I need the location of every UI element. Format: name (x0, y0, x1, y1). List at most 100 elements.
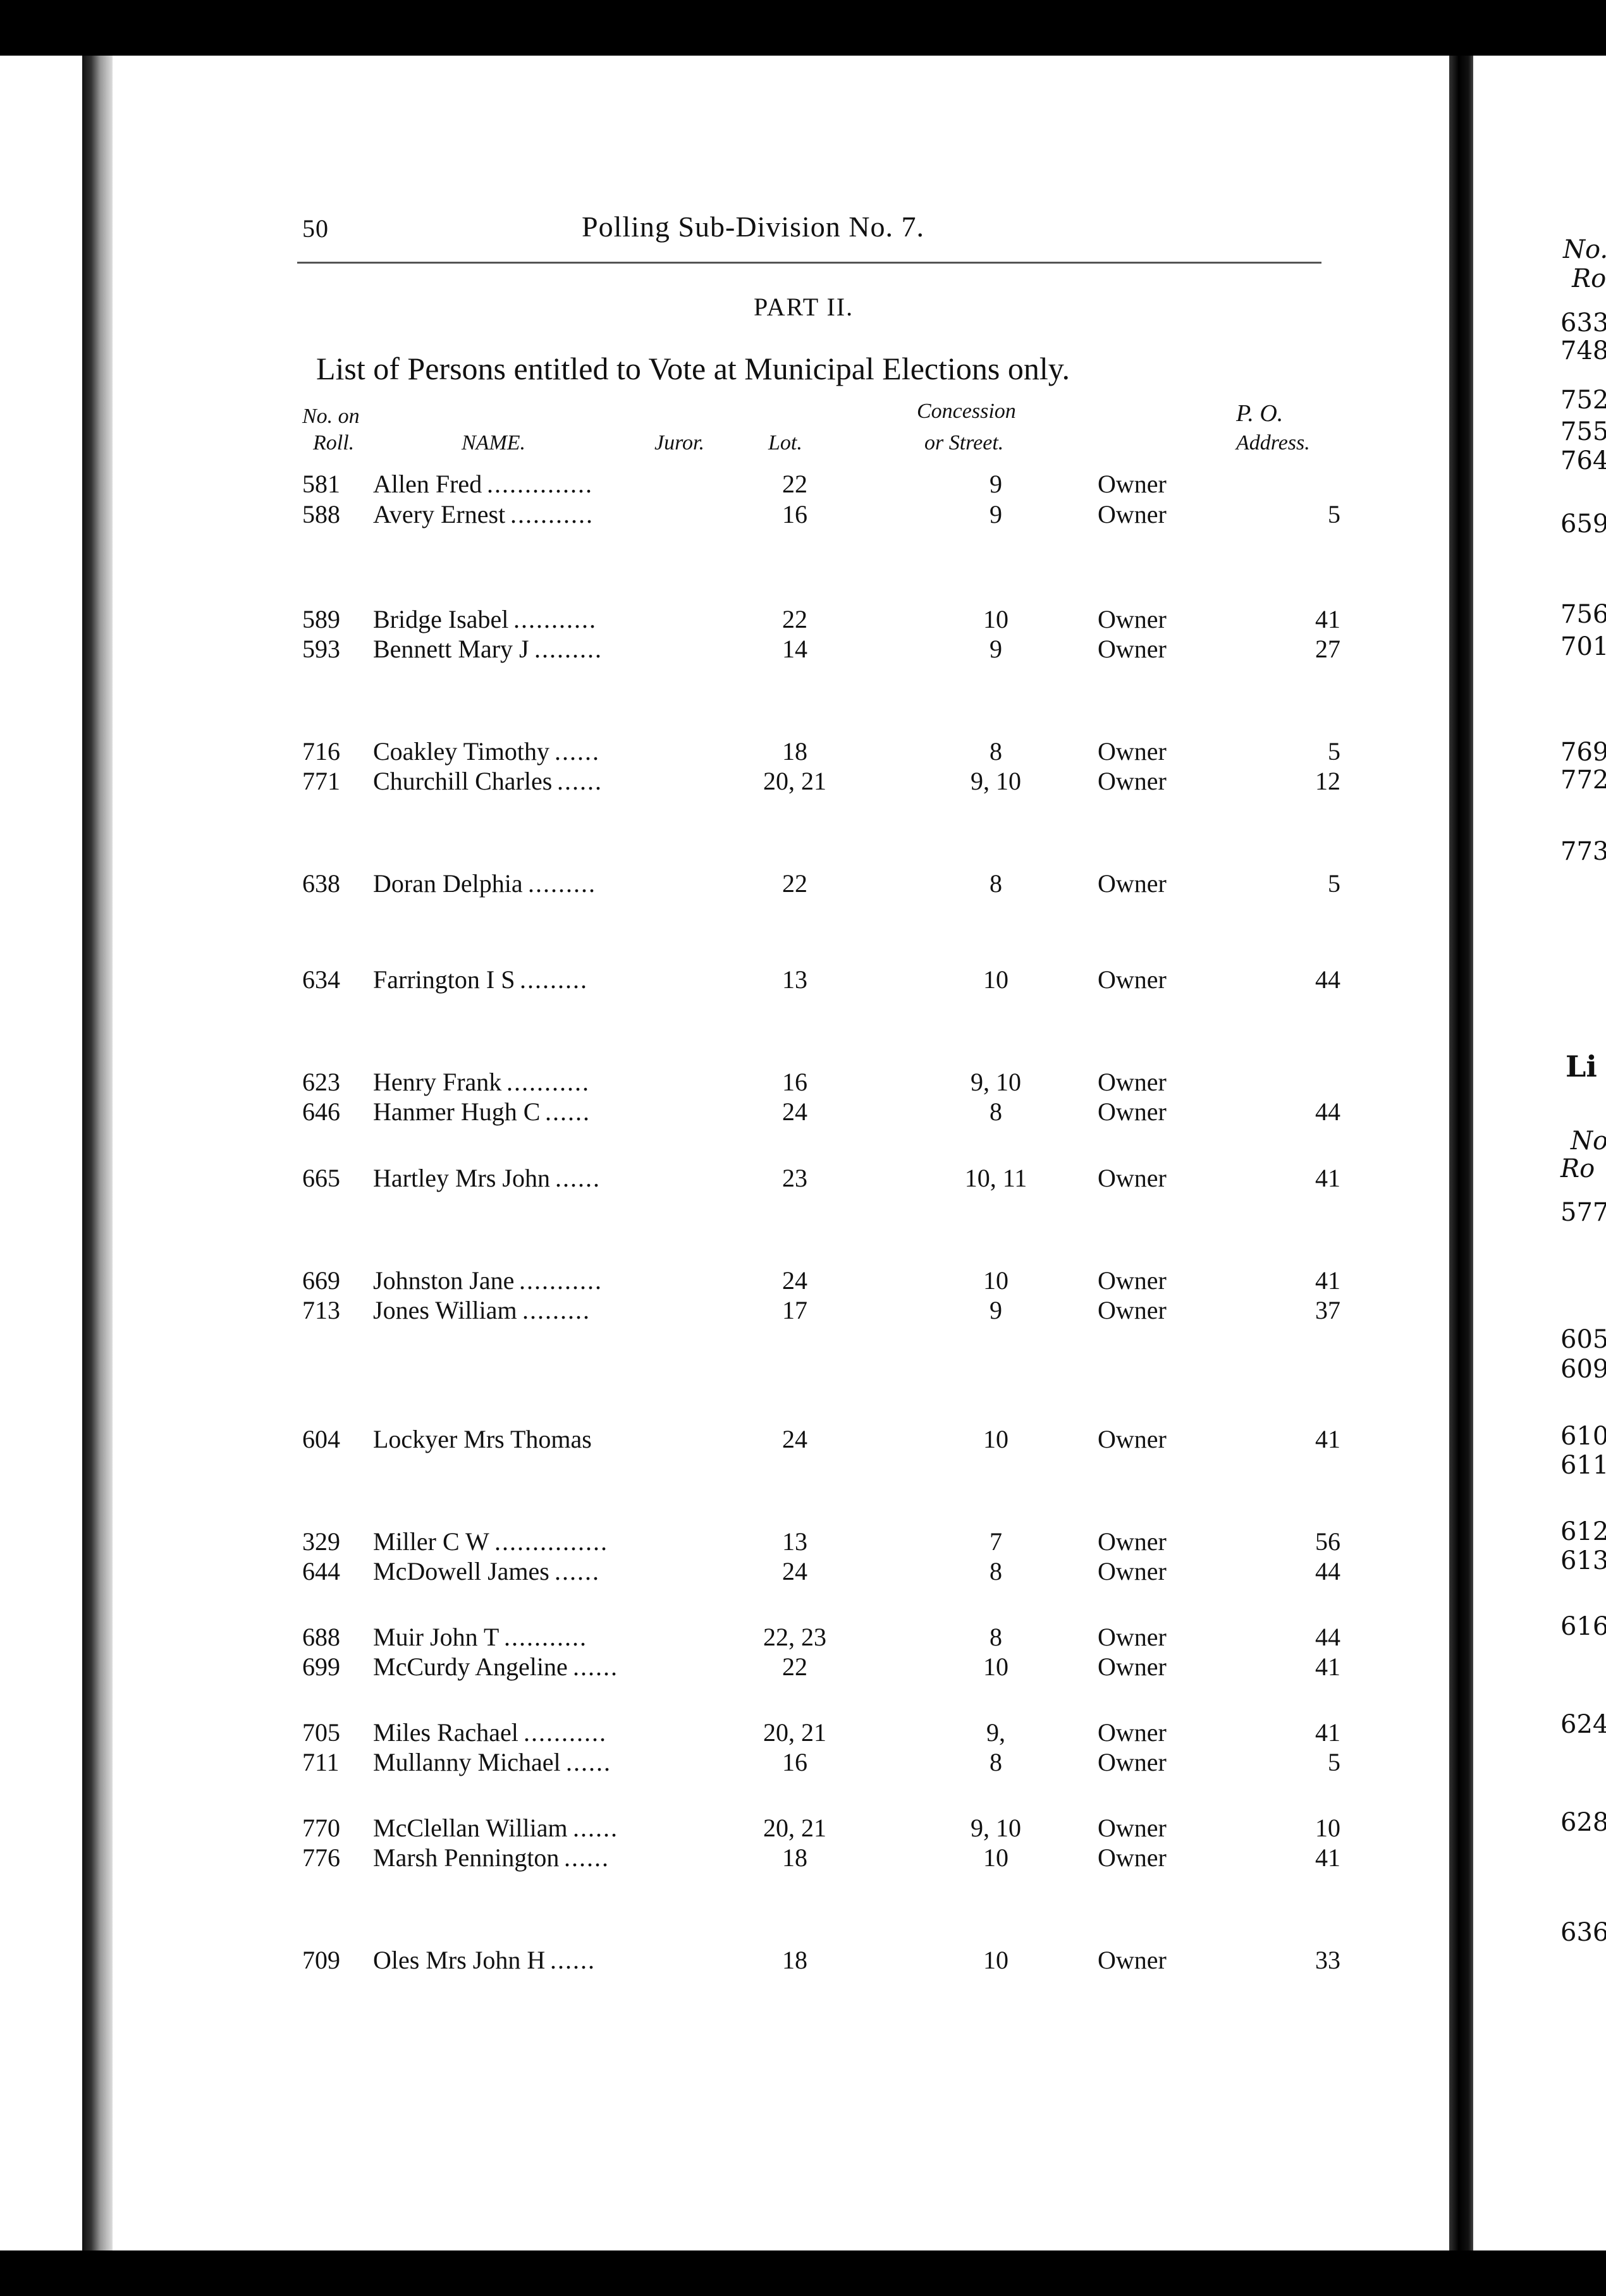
po-address: 41 (1315, 1266, 1340, 1295)
po-address: 41 (1315, 1164, 1340, 1192)
facing-page-text: 701 (1560, 632, 1606, 661)
concession: 9 (990, 500, 1002, 528)
facing-page-text: Ro (1560, 1154, 1595, 1183)
lot-number: 23 (782, 1164, 807, 1192)
roll-number: 688 (302, 1623, 340, 1651)
leader-dots: ......... (520, 965, 588, 994)
facing-page-text: 636 (1560, 1918, 1606, 1947)
roll-number: 771 (302, 767, 340, 795)
voter-name: Miller C W (373, 1527, 489, 1556)
leader-dots: ........... (504, 1623, 587, 1651)
lot-number: 24 (782, 1097, 807, 1126)
voter-name: McCurdy Angeline (373, 1652, 568, 1681)
lot-number: 18 (782, 737, 807, 766)
running-title: Polling Sub-Division No. 7. (582, 211, 925, 243)
lot-number: 14 (782, 635, 807, 663)
scan-border-top (0, 0, 1606, 56)
facing-page-text: 752 (1560, 386, 1606, 415)
qualification: Owner (1098, 869, 1167, 898)
scan-margin-left (0, 56, 82, 2250)
leader-dots: ........... (524, 1718, 607, 1747)
qualification: Owner (1098, 1068, 1167, 1096)
po-address: 56 (1315, 1527, 1340, 1556)
qualification: Owner (1098, 1266, 1167, 1295)
col-no-on: No. on (302, 405, 360, 428)
header-rule (297, 262, 1321, 264)
concession: 9, (986, 1718, 1005, 1747)
voter-name: Doran Delphia (373, 869, 523, 898)
concession: 8 (990, 737, 1002, 766)
leader-dots: ...... (555, 1557, 600, 1585)
leader-dots: ........... (510, 500, 594, 528)
lot-number: 24 (782, 1557, 807, 1585)
part-heading: PART II. (754, 293, 854, 321)
leader-dots: ........... (506, 1068, 590, 1096)
facing-page-text: Li (1566, 1049, 1597, 1084)
concession: 8 (990, 1623, 1002, 1651)
facing-page-text: 764 (1560, 446, 1606, 475)
roll-number: 709 (302, 1946, 340, 1974)
po-address: 27 (1315, 635, 1340, 663)
qualification: Owner (1098, 737, 1167, 766)
qualification: Owner (1098, 1557, 1167, 1585)
lot-number: 16 (782, 500, 807, 528)
lot-number: 20, 21 (763, 1814, 826, 1842)
concession: 7 (990, 1527, 1002, 1556)
qualification: Owner (1098, 965, 1167, 994)
qualification: Owner (1098, 1748, 1167, 1776)
voter-name: Muir John T (373, 1623, 500, 1651)
leader-dots: ...... (566, 1748, 611, 1776)
facing-page-text: 659 (1560, 510, 1606, 539)
lot-number: 18 (782, 1843, 807, 1872)
concession: 10 (983, 1843, 1008, 1872)
qualification: Owner (1098, 1946, 1167, 1974)
lot-number: 24 (782, 1425, 807, 1453)
facing-page-text: No (1571, 1127, 1606, 1156)
voter-name: Allen Fred (373, 470, 482, 498)
concession: 8 (990, 1557, 1002, 1585)
po-address: 44 (1315, 965, 1340, 994)
concession: 9 (990, 1296, 1002, 1324)
facing-page-text: 748 (1560, 336, 1606, 365)
voter-name: Henry Frank (373, 1068, 502, 1096)
lot-number: 16 (782, 1748, 807, 1776)
roll-number: 646 (302, 1097, 340, 1126)
col-address: Address. (1236, 431, 1310, 455)
leader-dots: ......... (528, 869, 596, 898)
roll-number: 644 (302, 1557, 340, 1585)
voter-name: Johnston Jane (373, 1266, 515, 1295)
concession: 9, 10 (971, 1068, 1021, 1096)
roll-number: 589 (302, 605, 340, 633)
qualification: Owner (1098, 767, 1167, 795)
po-address: 12 (1315, 767, 1340, 795)
po-address: 5 (1328, 500, 1340, 528)
po-address: 5 (1328, 869, 1340, 898)
facing-page-text: 755 (1560, 417, 1606, 446)
facing-page-text: 772 (1560, 766, 1606, 795)
lot-number: 13 (782, 1527, 807, 1556)
qualification: Owner (1098, 1843, 1167, 1872)
page-number: 50 (302, 214, 329, 243)
voter-name: Lockyer Mrs Thomas (373, 1425, 592, 1453)
leader-dots: ...... (550, 1946, 596, 1974)
concession: 8 (990, 869, 1002, 898)
roll-number: 776 (302, 1843, 340, 1872)
po-address: 44 (1315, 1557, 1340, 1585)
facing-page-text: 633 (1560, 308, 1606, 338)
facing-page-text: Ro (1572, 264, 1606, 293)
facing-page-text: 756 (1560, 600, 1606, 629)
voter-name: Churchill Charles (373, 767, 553, 795)
facing-page-text: 609 (1560, 1355, 1606, 1384)
concession: 10 (983, 605, 1008, 633)
facing-page-text: 769 (1560, 738, 1606, 767)
po-address: 5 (1328, 1748, 1340, 1776)
list-title: List of Persons entitled to Vote at Muni… (316, 351, 1070, 386)
facing-page-text: 611 (1560, 1451, 1606, 1480)
voter-name: Marsh Pennington (373, 1843, 560, 1872)
concession: 10 (983, 1425, 1008, 1453)
qualification: Owner (1098, 1425, 1167, 1453)
roll-number: 716 (302, 737, 340, 766)
leader-dots: ...... (555, 737, 600, 766)
voter-name: McClellan William (373, 1814, 568, 1842)
roll-number: 669 (302, 1266, 340, 1295)
